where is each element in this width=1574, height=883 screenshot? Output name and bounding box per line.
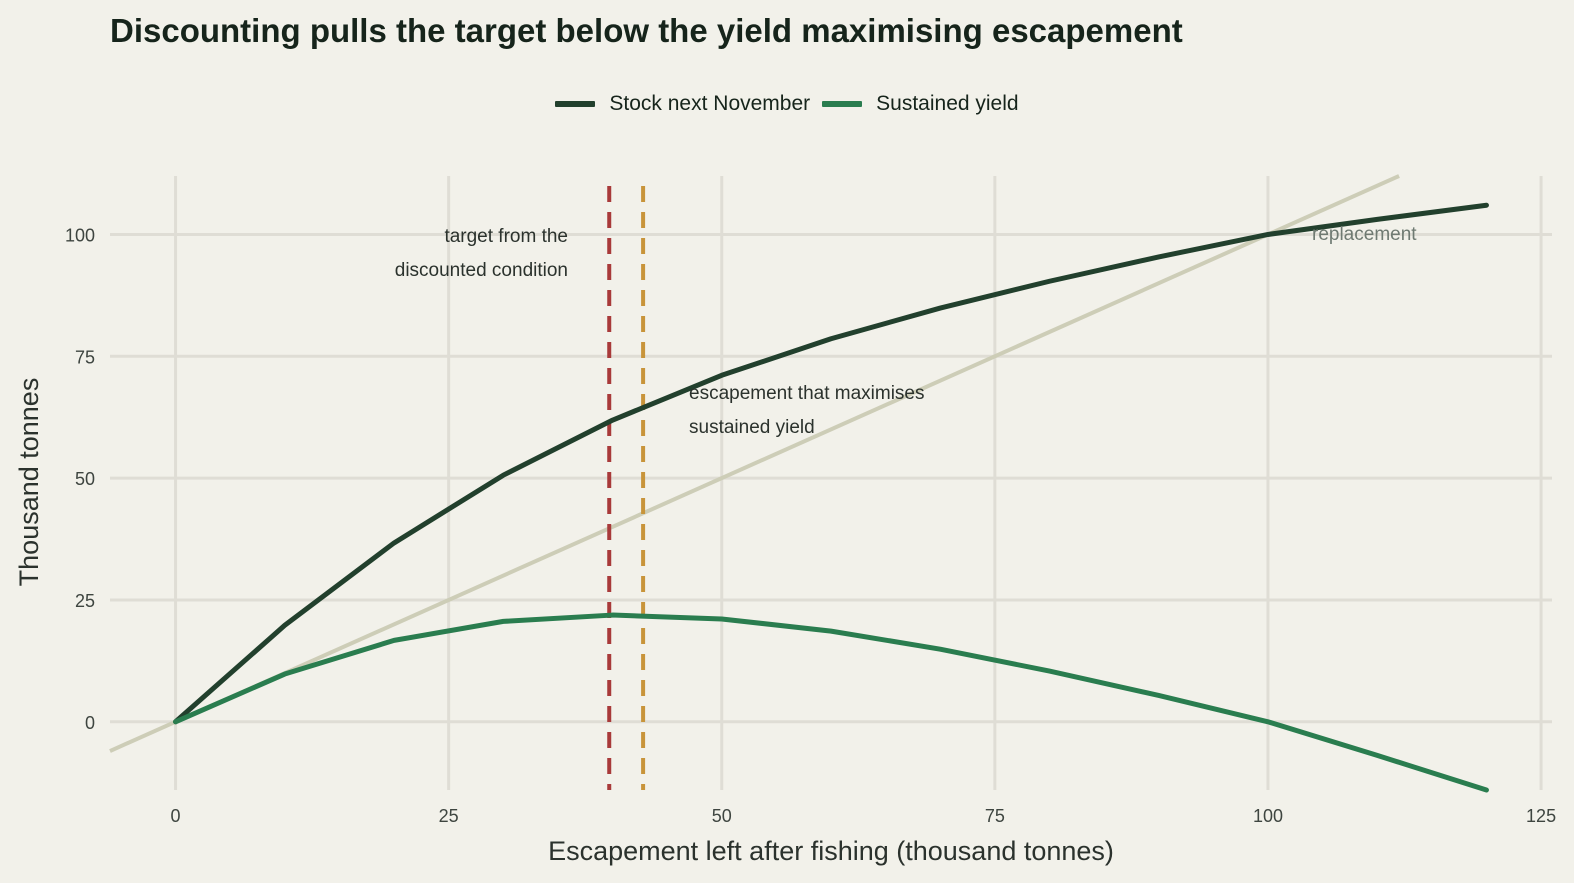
y-tick-labels: 0 25 50 75 100: [65, 225, 95, 732]
annotation-target-line2: discounted condition: [395, 260, 568, 281]
x-tick-label: 125: [1526, 806, 1556, 826]
grid-horizontal: [110, 232, 1552, 724]
y-tick-label: 100: [65, 225, 95, 245]
legend-swatch-stock: [555, 101, 596, 107]
x-tick-label: 0: [171, 806, 181, 826]
annotation-msy-line2: sustained yield: [689, 417, 815, 438]
legend-swatch-yield: [822, 101, 863, 107]
y-tick-label: 75: [75, 347, 95, 367]
legend: Stock next November Sustained yield: [0, 92, 1574, 116]
reference-lines: [109, 174, 1400, 790]
y-tick-label: 50: [75, 469, 95, 489]
annotation-target-line1: target from the: [444, 226, 568, 247]
legend-label-stock: Stock next November: [609, 92, 811, 115]
legend-label-yield: Sustained yield: [876, 92, 1019, 115]
legend-item-stock: Stock next November: [555, 92, 810, 116]
legend-item-yield: Sustained yield: [822, 92, 1019, 116]
x-axis-title: Escapement left after fishing (thousand …: [548, 836, 1114, 866]
x-tick-label: 50: [712, 806, 732, 826]
chart-title: Discounting pulls the target below the y…: [110, 12, 1183, 49]
grid-vertical: [174, 176, 1543, 790]
y-tick-label: 0: [85, 713, 95, 733]
x-tick-label: 25: [439, 806, 459, 826]
y-tick-label: 25: [75, 591, 95, 611]
series-line-yield: [173, 612, 1489, 793]
series-line-stock: [173, 202, 1489, 725]
x-tick-label: 75: [985, 806, 1005, 826]
replacement-line: [109, 174, 1400, 753]
series-lines: [173, 202, 1489, 793]
x-tick-label: 100: [1253, 806, 1283, 826]
y-axis-title: Thousand tonnes: [14, 378, 44, 587]
annotation-replacement: replacement: [1312, 224, 1417, 245]
x-tick-labels: 0 25 50 75 100 125: [171, 806, 1557, 826]
annotation-msy-line1: escapement that maximises: [689, 383, 925, 404]
